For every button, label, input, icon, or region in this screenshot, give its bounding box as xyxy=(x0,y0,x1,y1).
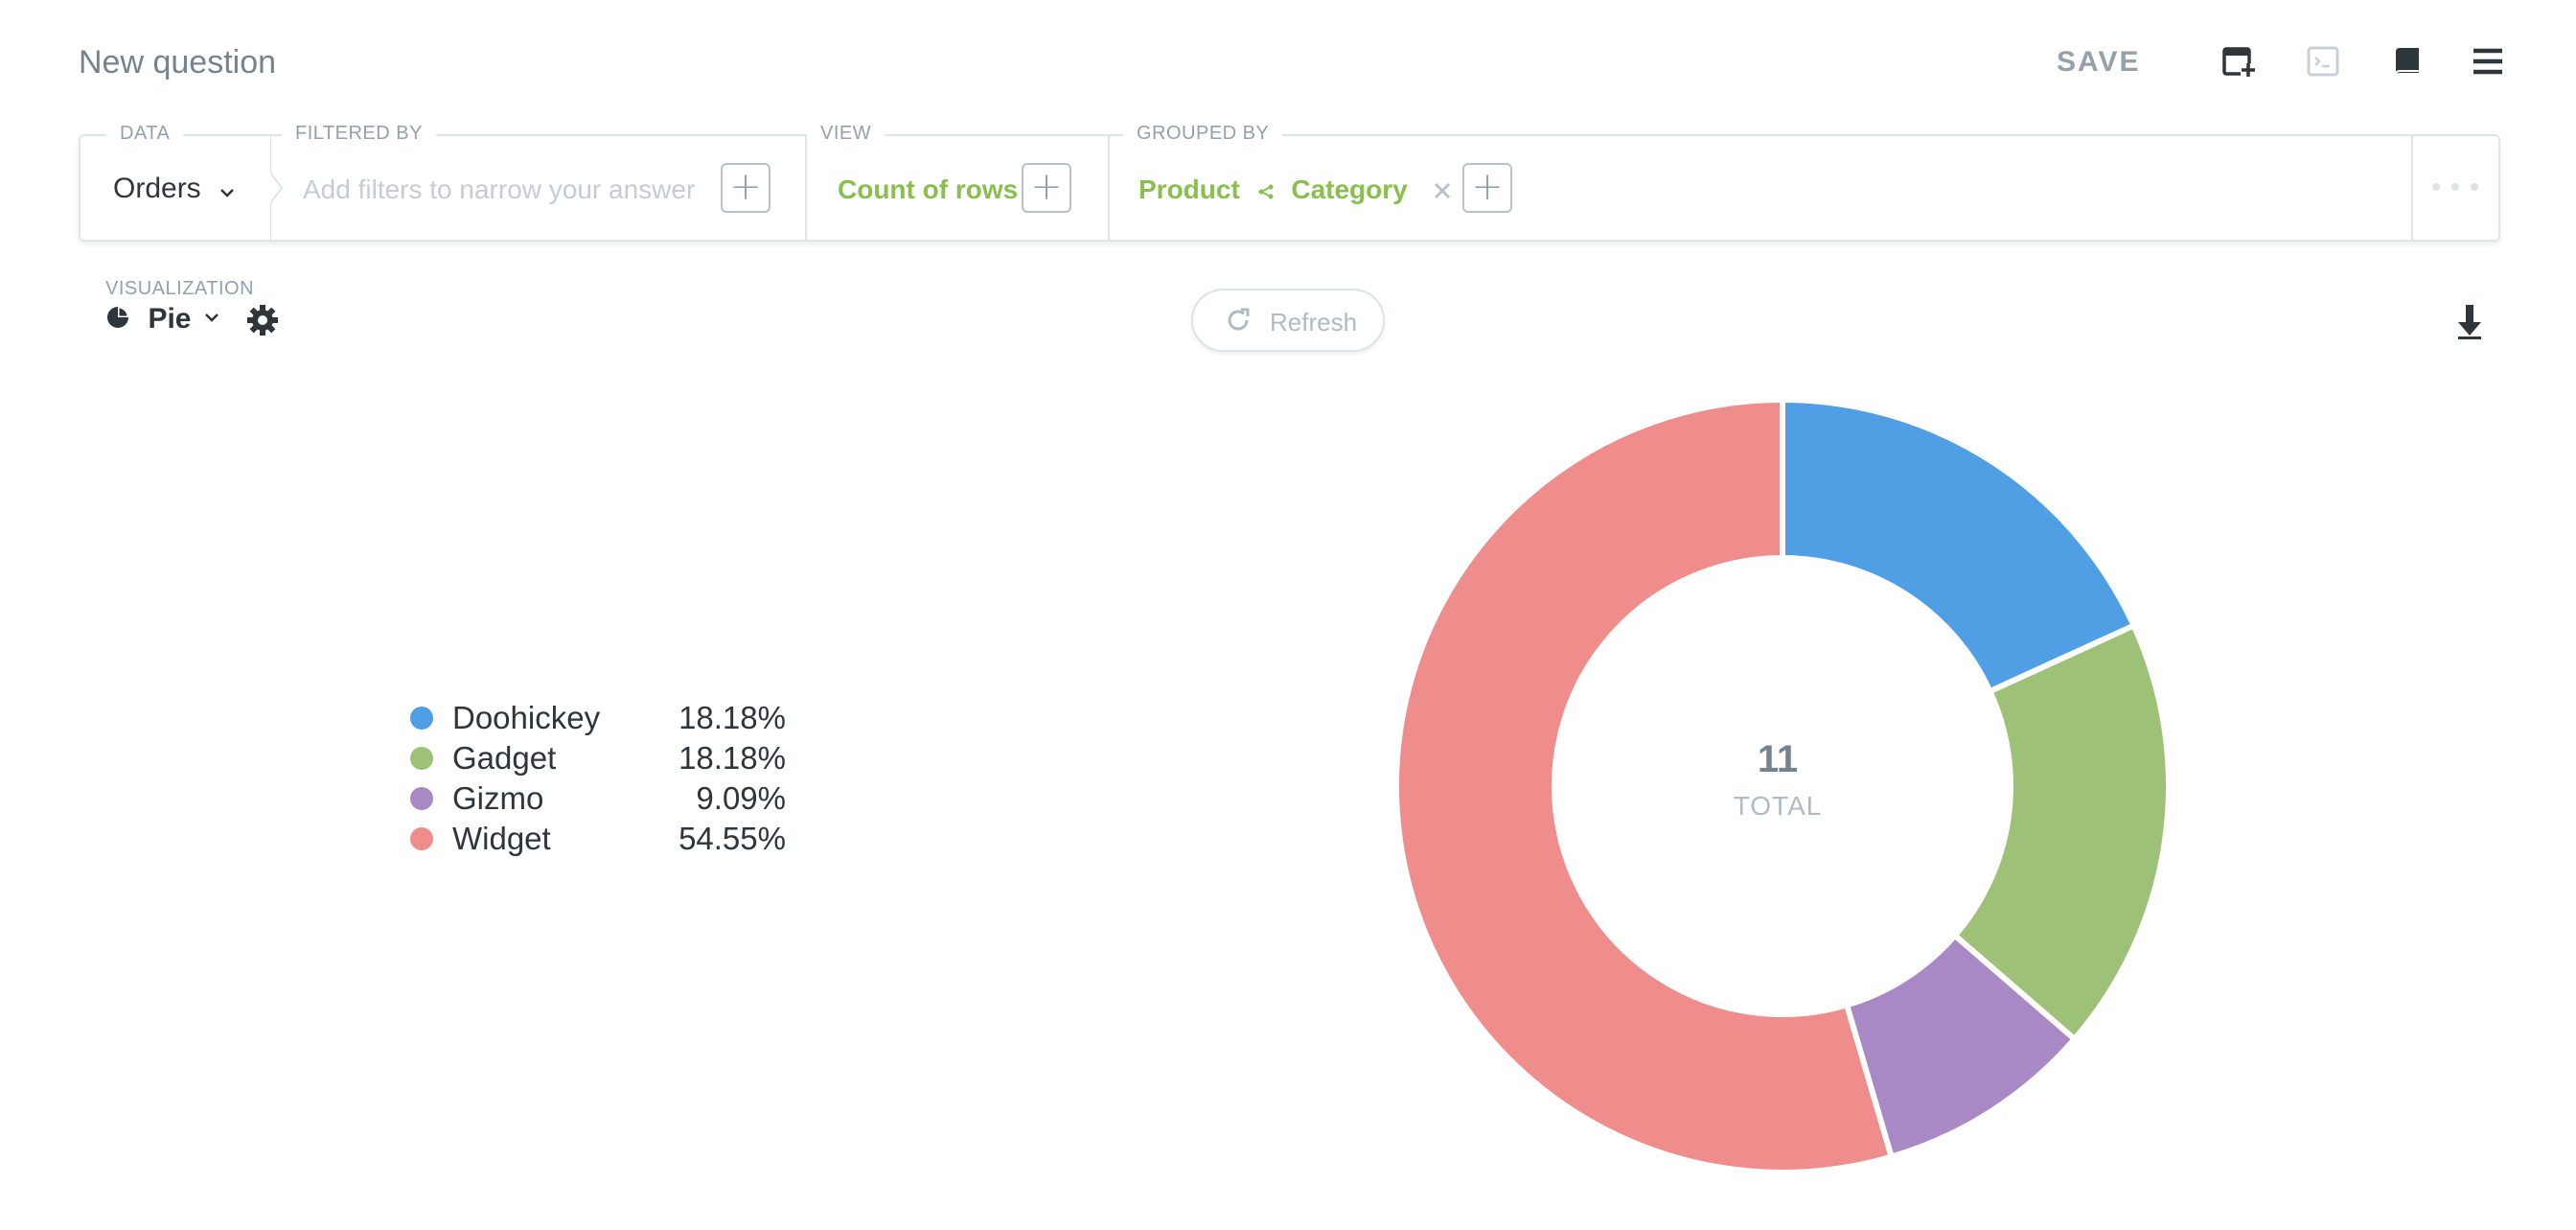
legend-percent: 9.09% xyxy=(696,780,786,816)
legend-label: Doohickey xyxy=(452,700,601,735)
data-source-value: Orders xyxy=(113,173,201,204)
refresh-button[interactable]: Refresh xyxy=(1191,289,1385,352)
grouped-section: GROUPED BY Product Category + xyxy=(1110,123,2394,240)
total-label: TOTAL xyxy=(1733,791,1823,821)
add-aggregation-button[interactable]: + xyxy=(1022,163,1071,213)
legend-dot xyxy=(410,827,433,850)
chart-legend: Doohickey 18.18% Gadget 18.18% Gizmo 9.0… xyxy=(410,698,786,859)
legend-label: Gadget xyxy=(452,740,557,776)
pie-slice-widget[interactable] xyxy=(1393,396,1896,1175)
view-section: VIEW Count of rows + xyxy=(807,123,1108,240)
data-source-select[interactable]: Orders xyxy=(113,173,236,206)
data-reference-icon[interactable] xyxy=(2390,44,2425,79)
legend-item[interactable]: Widget 54.55% xyxy=(410,819,786,859)
legend-dot xyxy=(410,787,433,810)
visualization-select[interactable]: Pie xyxy=(105,303,220,341)
legend-item[interactable]: Gadget 18.18% xyxy=(410,738,786,778)
legend-percent: 18.18% xyxy=(678,700,786,735)
legend-dot xyxy=(410,747,433,770)
save-button[interactable]: SAVE xyxy=(2057,46,2141,78)
section-arrow-icon xyxy=(270,136,284,240)
header-actions: SAVE xyxy=(2001,38,2576,86)
legend-item[interactable]: Doohickey 18.18% xyxy=(410,698,786,738)
chevron-down-icon xyxy=(203,311,220,328)
grouped-label: GROUPED BY xyxy=(1123,123,1283,145)
pie-chart-icon xyxy=(105,305,130,335)
aggregation-value[interactable]: Count of rows xyxy=(838,174,1019,204)
page-title: New question xyxy=(79,44,277,81)
section-divider xyxy=(1108,136,1110,240)
legend-item[interactable]: Gizmo 9.09% xyxy=(410,778,786,819)
add-breakout-button[interactable]: + xyxy=(1462,163,1512,213)
download-icon[interactable] xyxy=(2455,303,2484,341)
data-section: DATA Orders xyxy=(80,123,284,240)
legend-percent: 18.18% xyxy=(678,740,786,776)
filter-section: FILTERED BY Add filters to narrow your a… xyxy=(272,123,805,240)
breakout-field: Category xyxy=(1291,174,1408,204)
breakout-pill[interactable]: Product Category xyxy=(1138,174,1452,207)
sql-editor-icon[interactable] xyxy=(2306,44,2340,79)
pie-slice-gadget[interactable] xyxy=(1950,621,2172,1044)
refresh-icon xyxy=(1224,306,1253,341)
section-divider xyxy=(805,136,807,240)
total-value: 11 xyxy=(1757,738,1799,780)
query-builder: DATA Orders FILTERED BY Add filters to n… xyxy=(79,123,2500,242)
add-filter-button[interactable]: + xyxy=(721,163,770,213)
pie-chart xyxy=(1393,396,2172,1175)
visualization-label: VISUALIZATION xyxy=(105,278,255,299)
visualization-type: Pie xyxy=(148,303,192,335)
breakout-table: Product xyxy=(1138,174,1240,204)
close-icon[interactable] xyxy=(1433,176,1452,207)
legend-percent: 54.55% xyxy=(678,821,786,856)
add-to-dashboard-icon[interactable] xyxy=(2221,44,2256,79)
view-label: VIEW xyxy=(807,123,886,145)
pie-slice-doohickey[interactable] xyxy=(1780,396,2138,696)
refresh-label: Refresh xyxy=(1270,308,1358,337)
legend-label: Widget xyxy=(452,821,551,856)
filter-placeholder[interactable]: Add filters to narrow your answer xyxy=(303,174,696,204)
gear-icon[interactable] xyxy=(245,303,280,337)
chevron-down-icon xyxy=(218,174,236,206)
more-options-icon[interactable] xyxy=(2426,173,2494,201)
connection-icon xyxy=(1257,176,1275,207)
section-divider xyxy=(2411,136,2413,240)
filter-label: FILTERED BY xyxy=(282,123,436,145)
menu-icon[interactable] xyxy=(2471,44,2505,79)
legend-label: Gizmo xyxy=(452,780,544,816)
data-label: DATA xyxy=(106,123,184,145)
legend-dot xyxy=(410,707,433,730)
